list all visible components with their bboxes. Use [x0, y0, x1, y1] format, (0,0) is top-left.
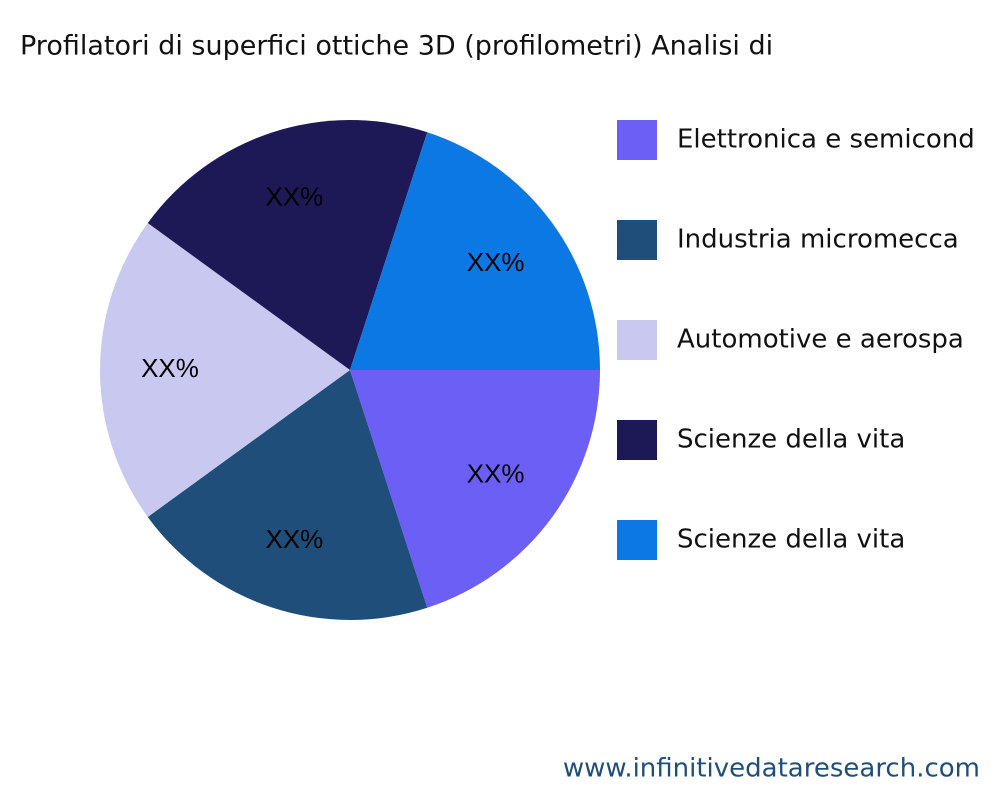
slice-label: XX%	[141, 353, 199, 383]
slice-label: XX%	[467, 247, 525, 277]
chart-title: Profilatori di superfici ottiche 3D (pro…	[20, 31, 773, 62]
legend-label: Scienze della vita	[677, 425, 905, 455]
legend-swatch	[617, 520, 657, 560]
pie-slice	[350, 370, 600, 608]
source: www.infinitivedataresearch.com	[563, 754, 980, 784]
pie-slice	[147, 120, 428, 370]
pie-slice	[350, 132, 600, 370]
legend-label: Automotive e aerospa	[677, 325, 964, 355]
legend-label: Industria micromecca	[677, 225, 959, 255]
legend-swatch	[617, 320, 657, 360]
legend-label: Elettronica e semicond	[677, 125, 975, 155]
pie-slice	[147, 370, 428, 620]
slice-label: XX%	[265, 182, 323, 212]
pie-slice	[100, 223, 350, 517]
legend-swatch	[617, 120, 657, 160]
legend-label: Scienze della vita	[677, 525, 905, 555]
slice-label: XX%	[467, 459, 525, 489]
slice-label: XX%	[265, 524, 323, 554]
legend-swatch	[617, 420, 657, 460]
legend-swatch	[617, 220, 657, 260]
